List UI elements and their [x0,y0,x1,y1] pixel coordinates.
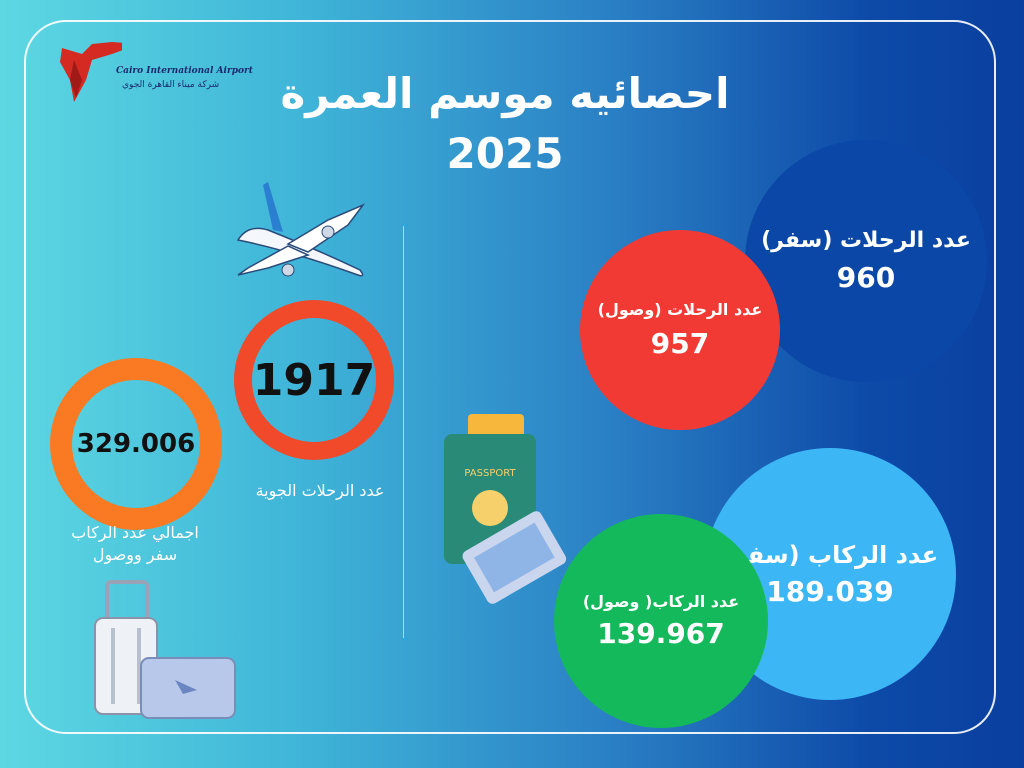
total-passengers-label-line1: اجمالي عدد الركاب [71,523,199,542]
departure-flights-circle: عدد الرحلات (سفر) 960 [745,140,987,382]
departure-passengers-label: عدد الركاب (سفر) [721,540,939,569]
divider [403,226,404,638]
total-flights-value: 1917 [252,354,376,406]
arrival-passengers-value: 139.967 [597,617,725,650]
falcon-icon [60,42,122,102]
arrival-flights-label: عدد الرحلات (وصول) [597,300,763,319]
airplane-icon [236,182,366,277]
departure-flights-label: عدد الرحلات (سفر) [761,228,971,253]
total-flights-label: عدد الرحلات الجوية [255,481,385,500]
luggage-icon [94,580,236,719]
arrival-passengers-label: عدد الركاب( وصول) [582,592,740,611]
logo-text-ar: شركة ميناء القاهرة الجوي [122,80,220,90]
total-flights-ring: 1917 [234,300,394,460]
logo: Cairo International Airport شركة ميناء ا… [52,40,253,110]
departure-flights-value: 960 [836,261,896,294]
total-passengers-ring: 329.006 [50,358,222,530]
frame-border [24,20,996,734]
departure-passengers-value: 189.039 [766,574,894,608]
total-passengers-label-line2: سفر ووصول [92,545,178,564]
page-title: احصائيه موسم العمرة 2025 [280,69,730,178]
total-passengers-value: 329.006 [76,429,196,459]
arrival-passengers-circle: عدد الركاب( وصول) 139.967 [554,514,768,728]
total-passengers-label: اجمالي عدد الركاب سفر ووصول [50,522,220,566]
passport-tickets-icon: PASSPORT [444,414,567,604]
passport-text: PASSPORT [464,468,516,479]
arrival-flights-value: 957 [650,327,710,360]
logo-text-en: Cairo International Airport [116,66,253,76]
arrival-flights-circle: عدد الرحلات (وصول) 957 [580,230,780,430]
